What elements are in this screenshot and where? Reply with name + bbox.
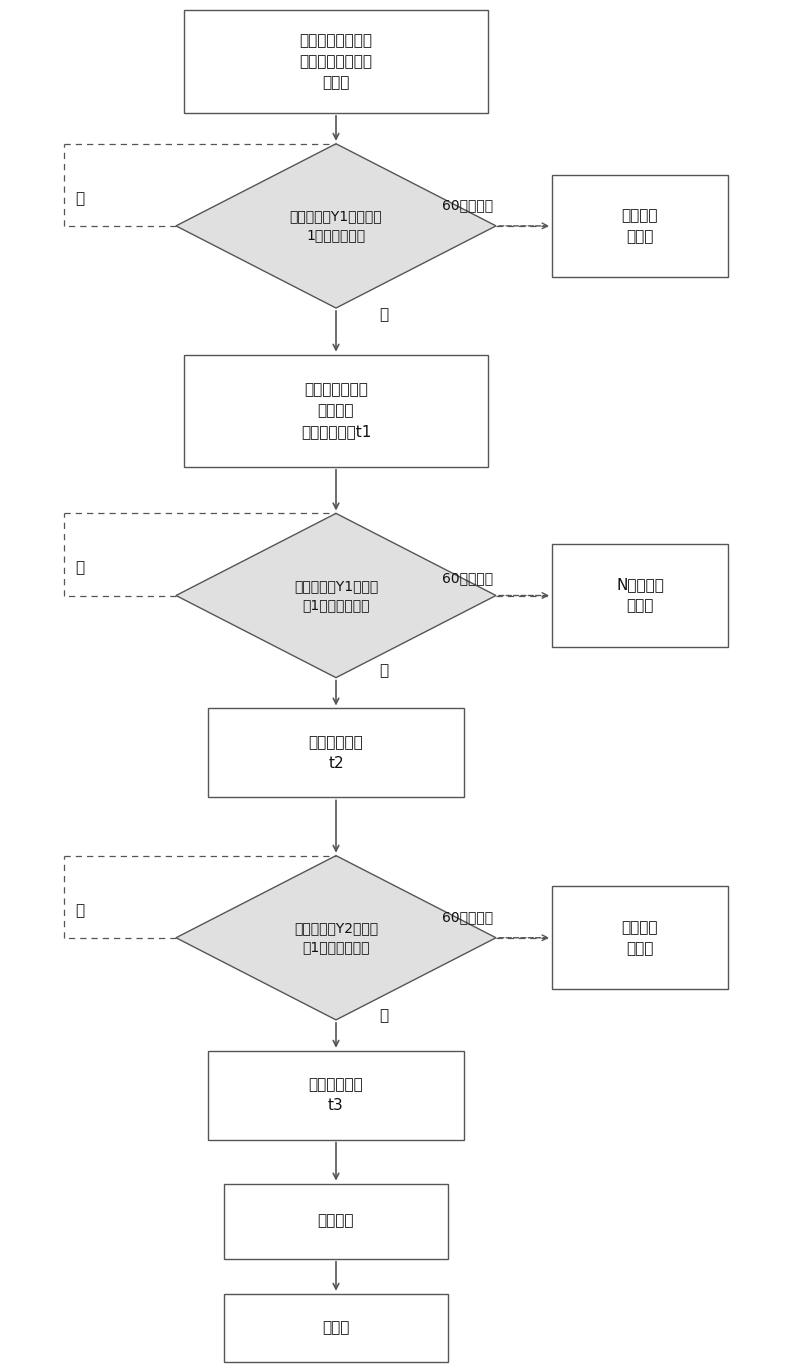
Text: 是: 是 bbox=[379, 1009, 389, 1023]
Text: 无水报警
退　出: 无水报警 退 出 bbox=[622, 920, 658, 956]
Polygon shape bbox=[176, 144, 496, 308]
Text: 返　回: 返 回 bbox=[322, 1321, 350, 1335]
Text: 液体检测器Y1是否连
续1秒检测无液体: 液体检测器Y1是否连 续1秒检测无液体 bbox=[294, 579, 378, 612]
Text: 无水报警
退　出: 无水报警 退 出 bbox=[622, 208, 658, 244]
Bar bbox=[552, 545, 728, 648]
Bar bbox=[224, 1183, 448, 1259]
Text: 60秒无液体: 60秒无液体 bbox=[442, 910, 494, 924]
Text: 排空管路: 排空管路 bbox=[318, 1214, 354, 1228]
Text: 打开需标定的端口
并且使蚌动泵逆时
针旋转: 打开需标定的端口 并且使蚌动泵逆时 针旋转 bbox=[299, 33, 373, 90]
Polygon shape bbox=[176, 856, 496, 1020]
Bar bbox=[552, 887, 728, 988]
Text: 液体检测器Y2是否连
续1秒检测有液体: 液体检测器Y2是否连 续1秒检测有液体 bbox=[294, 921, 378, 954]
Bar bbox=[184, 11, 488, 114]
Bar bbox=[552, 175, 728, 277]
Text: 60秒无液体: 60秒无液体 bbox=[442, 199, 494, 212]
Text: 否: 否 bbox=[75, 904, 85, 917]
Text: 是: 是 bbox=[379, 664, 389, 678]
Bar bbox=[208, 1051, 464, 1139]
Bar bbox=[208, 709, 464, 797]
Polygon shape bbox=[176, 513, 496, 678]
Text: 记录该时间为
t2: 记录该时间为 t2 bbox=[309, 735, 363, 771]
Text: N通阀错误
退　出: N通阀错误 退 出 bbox=[616, 578, 664, 613]
Text: 是: 是 bbox=[379, 308, 389, 322]
Text: 否: 否 bbox=[75, 561, 85, 575]
Bar bbox=[184, 355, 488, 467]
Text: 关闭进液口开空
气口吹气
记录该时间为t1: 关闭进液口开空 气口吹气 记录该时间为t1 bbox=[301, 382, 371, 439]
Text: 60秒有液体: 60秒有液体 bbox=[442, 571, 494, 585]
Text: 否: 否 bbox=[75, 192, 85, 205]
Bar bbox=[224, 1294, 448, 1362]
Text: 记录该时间为
t3: 记录该时间为 t3 bbox=[309, 1077, 363, 1113]
Text: 液体检测器Y1是否连续
1秒检测到液体: 液体检测器Y1是否连续 1秒检测到液体 bbox=[290, 209, 382, 242]
